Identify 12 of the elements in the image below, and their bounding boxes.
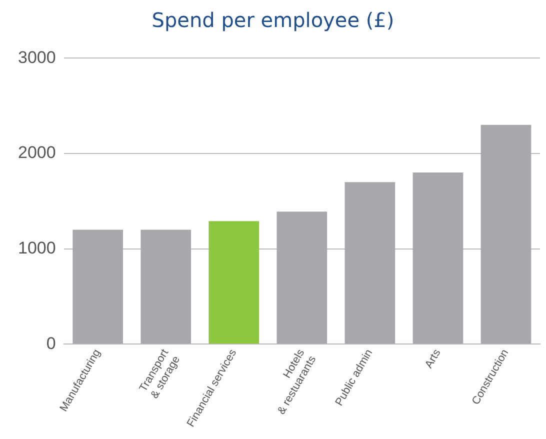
bar xyxy=(480,124,532,344)
bar xyxy=(412,172,464,344)
bar xyxy=(276,212,328,344)
bar xyxy=(208,221,260,344)
y-tick-label: 0 xyxy=(46,334,56,353)
y-tick-label: 3000 xyxy=(18,48,56,67)
chart-title: Spend per employee (£) xyxy=(150,8,396,32)
bar xyxy=(344,182,396,344)
bar xyxy=(140,230,192,344)
bar xyxy=(72,230,123,344)
y-tick-label: 2000 xyxy=(18,143,56,162)
y-tick-label: 1000 xyxy=(18,238,56,258)
